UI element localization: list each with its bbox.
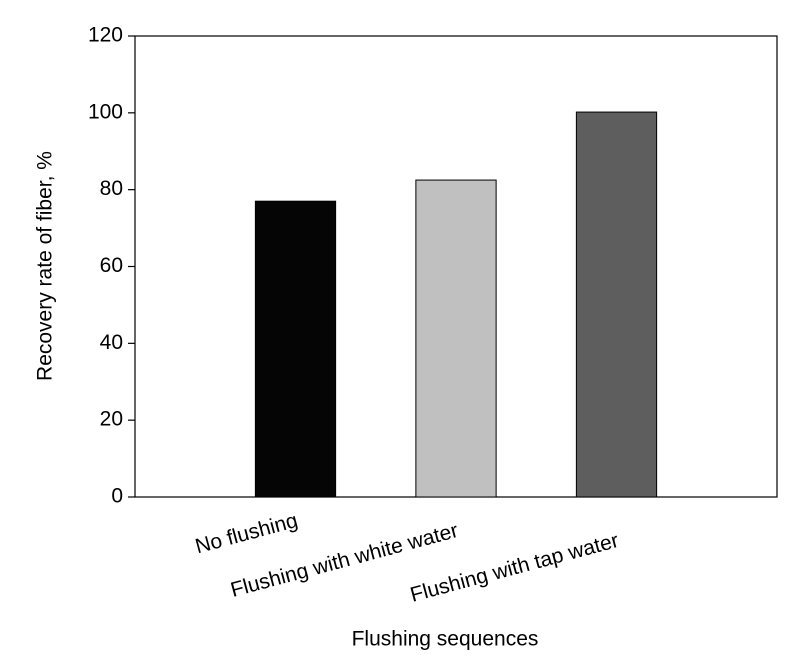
y-tick-label: 120	[88, 24, 123, 47]
x-axis-label: Flushing sequences	[352, 628, 539, 651]
bar	[415, 179, 497, 498]
y-axis-label: Recovery rate of fiber, %	[34, 151, 57, 381]
y-tick-label: 40	[100, 331, 123, 354]
bar	[575, 111, 658, 498]
x-tick-label: No flushing	[193, 509, 300, 558]
bar	[254, 200, 337, 498]
y-tick-label: 100	[88, 100, 123, 123]
y-tick-label: 20	[100, 408, 123, 431]
y-tick-label: 80	[100, 177, 123, 200]
y-tick-label: 60	[100, 254, 123, 277]
y-tick-label: 0	[111, 485, 123, 508]
